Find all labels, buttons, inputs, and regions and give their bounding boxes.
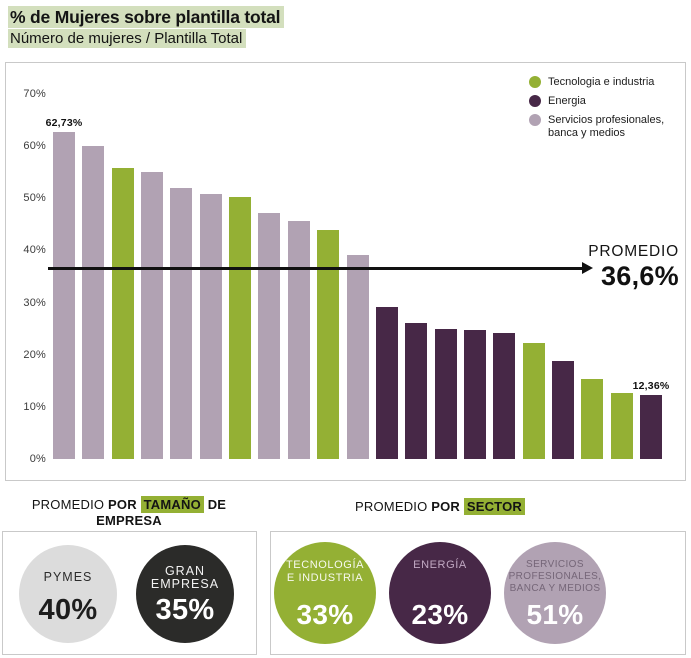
y-axis-tick: 60%: [23, 140, 46, 153]
size-title-bold-post: DE EMPRESA: [96, 497, 227, 528]
gran-empresa-circle: GRAN EMPRESA 35%: [136, 545, 234, 643]
page-header: % de Mujeres sobre plantilla total Númer…: [8, 6, 285, 49]
legend: Tecnologia e industria Energia Servicios p…: [529, 76, 675, 146]
bar-20-tecnologia: [610, 392, 633, 459]
sector-title-regular: PROMEDIO: [355, 499, 428, 514]
bar-13-energia: [405, 322, 428, 459]
page-subtitle: Número de mujeres / Plantilla Total: [8, 29, 284, 49]
average-line-shaft: [48, 267, 582, 270]
bar-15-energia: [463, 330, 486, 459]
average-value: 36,6%: [600, 261, 679, 291]
size-panel: PYMES 40% GRAN EMPRESA 35%: [2, 531, 257, 655]
legend-item-energia: Energia: [529, 95, 675, 108]
bar-7-tecnologia: [229, 197, 252, 459]
pymes-circle: PYMES 40%: [19, 545, 117, 643]
bar-4-servicios: [141, 172, 164, 459]
bar-12-energia: [375, 306, 398, 459]
tecnologia-value: 33%: [296, 599, 354, 630]
energia-label: ENERGÍA: [413, 559, 467, 571]
bar-3-tecnologia: [111, 168, 134, 459]
legend-dot-icon: [529, 76, 541, 88]
size-title-highlight: TAMAÑO: [140, 496, 204, 513]
page-title: % de Mujeres sobre plantilla total: [8, 6, 285, 28]
energia-circle: ENERGÍA 23%: [389, 542, 491, 644]
servicios-value: 51%: [526, 599, 584, 630]
y-axis-tick: 70%: [23, 88, 46, 101]
bar-6-servicios: [199, 194, 222, 459]
bar-value-label: 12,36%: [632, 379, 670, 392]
average-label: PROMEDIO: [588, 243, 679, 260]
sector-panel: TECNOLOGÍA E INDUSTRIA 33% ENERGÍA 23% S…: [270, 531, 686, 655]
bar-5-servicios: [170, 187, 193, 459]
sector-title-highlight: SECTOR: [463, 498, 525, 515]
pymes-value: 40%: [38, 594, 98, 626]
average-annotation: PROMEDIO 36,6%: [588, 243, 679, 291]
y-axis-tick: 30%: [23, 296, 46, 309]
servicios-circle: SERVICIOS PROFESIONALES, BANCA Y MEDIOS …: [504, 542, 606, 644]
bar-11-servicios: [346, 255, 369, 459]
energia-value: 23%: [411, 599, 469, 630]
bar-9-servicios: [287, 220, 310, 459]
bar-14-energia: [434, 328, 457, 459]
sector-title-bold: POR: [431, 499, 461, 514]
bar-10-tecnologia: [317, 230, 340, 459]
legend-item-label: Tecnologia e industria: [548, 76, 655, 88]
arrow-head-icon: [582, 262, 593, 275]
pymes-label: PYMES: [43, 570, 93, 584]
bar-2-servicios: [82, 146, 105, 459]
y-axis-tick: 10%: [23, 400, 46, 413]
bar-19-tecnologia: [581, 379, 604, 459]
legend-item-label: Energia: [548, 95, 586, 107]
sector-section-title: PROMEDIO POR SECTOR: [270, 498, 610, 515]
bar-17-tecnologia: [522, 343, 545, 459]
legend-dot-icon: [529, 114, 541, 126]
chart-plot: 0% 10% 20% 30% 40% 50% 60% 70% 62,73% 12,36%: [6, 63, 685, 480]
bar-18-energia: [551, 360, 574, 459]
bar-21-energia: [640, 394, 662, 459]
legend-item-servicios: Servicios profesionales, banca y medios: [529, 114, 675, 140]
average-line: [48, 262, 594, 275]
bar-1-servicios: [53, 131, 75, 459]
gran-empresa-value: 35%: [155, 594, 215, 626]
y-axis-tick: 20%: [23, 348, 46, 361]
page-subtitle-text: Número de mujeres / Plantilla Total: [8, 29, 247, 48]
bar-16-energia: [493, 332, 516, 459]
y-axis-tick: 0%: [29, 453, 46, 465]
page-title-text: % de Mujeres sobre plantilla total: [8, 6, 285, 28]
bar-8-servicios: [258, 212, 281, 459]
legend-item-tecnologia: Tecnologia e industria: [529, 76, 675, 89]
servicios-label: SERVICIOS PROFESIONALES, BANCA Y MEDIOS: [508, 559, 602, 594]
tecnologia-label: TECNOLOGÍA E INDUSTRIA: [285, 559, 365, 584]
tecnologia-circle: TECNOLOGÍA E INDUSTRIA 33%: [274, 542, 376, 644]
size-section-title: PROMEDIO POR TAMAÑO DE EMPRESA: [24, 496, 234, 529]
gran-empresa-label: GRAN EMPRESA: [150, 564, 220, 591]
bar-value-label: 62,73%: [45, 116, 83, 129]
y-axis-tick: 40%: [23, 244, 46, 257]
legend-dot-icon: [529, 95, 541, 107]
bar-chart: 0% 10% 20% 30% 40% 50% 60% 70% 62,73% 12,36% Tecn…: [5, 62, 686, 481]
legend-item-label: Servicios profesionales, banca y medios: [548, 114, 665, 139]
y-axis-tick: 50%: [23, 192, 46, 205]
size-title-bold: POR: [108, 497, 137, 512]
size-title-regular: PROMEDIO: [31, 497, 105, 512]
